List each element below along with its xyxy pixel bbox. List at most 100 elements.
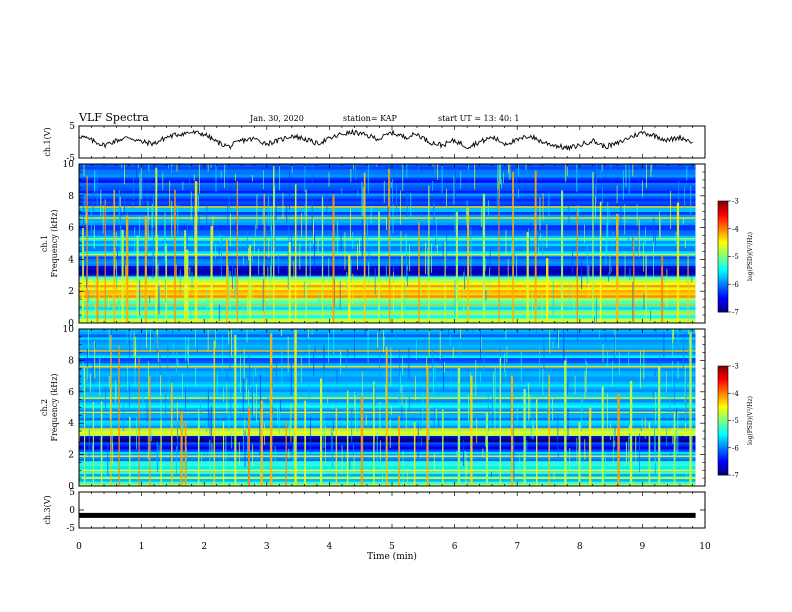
ch2-spectrogram-streak [464,450,466,467]
ch1-spectrogram-streak [374,267,376,295]
ch2-spectrogram-streak [211,405,212,444]
ch1-spectrogram-streak [467,164,469,170]
ch2-spectrogram-ytick-label: 8 [68,356,74,366]
ch1-spectrogram-colorbar-cell [718,208,728,211]
ch1-spectrogram-streak [134,227,136,256]
ch2-spectrogram-streak [147,361,149,397]
ch2-spectrogram-colorbar-cell [718,447,728,450]
ch2-spectrogram-streak [574,375,576,395]
ch1-spectrogram-streak [602,186,603,205]
ch1-spectrogram-line [79,253,696,256]
ch1-spectrogram-streak [546,223,548,248]
ch1-spectrogram-streak [275,199,277,220]
ch1-spectrogram-streak [340,226,342,249]
ch1-spectrogram-streak [388,168,390,207]
ch1-spectrogram-band [79,248,696,252]
ch2-spectrogram-streak [625,441,627,465]
ch2-spectrogram-streak [247,432,248,452]
ch1-spectrogram-streak [235,279,237,300]
ch2-spectrogram-streak [247,389,249,405]
ch2-spectrogram-streak [231,432,233,449]
ch2-spectrogram-impulse [589,407,592,486]
ch1-spectrogram-streak [206,201,208,236]
station-label: station= KAP [343,114,397,123]
ch1-spectrogram-streak [248,247,249,261]
ch1-spectrogram-streak [123,194,125,212]
ch1-spectrogram-streak [164,234,166,261]
ch1-spectrogram-streak [190,191,192,221]
ch2-spectrogram-impulse [648,421,651,486]
ch2-spectrogram-streak [187,354,188,373]
ch1-spectrogram-impulse [125,215,129,323]
ch3-waveform-ylabel: ch.3(V) [43,495,52,524]
ch2-spectrogram-streak [382,464,383,483]
ch2-spectrogram-streak [354,395,356,435]
ch1-spectrogram-streak [220,171,222,178]
ch1-spectrogram-impulse [455,211,458,323]
ch1-spectrogram-band [79,292,696,296]
ch1-spectrogram-streak [353,164,354,170]
ch2-spectrogram-streak [157,329,159,350]
ch2-spectrogram-streak [376,329,378,335]
ch2-spectrogram-streak [198,409,200,421]
ch2-spectrogram-streak [628,437,630,462]
ch2-spectrogram-streak [128,384,130,408]
ch2-spectrogram-streak [433,407,435,427]
ch1-spectrogram-colorbar-cell [718,302,728,305]
ch1-spectrogram-streak [235,220,237,233]
ch2-spectrogram-streak [324,375,326,382]
ch1-spectrogram-streak [252,174,253,182]
ch1-spectrogram-streak [94,179,95,193]
ch2-spectrogram-colorbar-cell [718,435,728,438]
ch2-spectrogram-streak [244,430,246,468]
ch2-spectrogram-streak [94,341,96,379]
ch1-spectrogram-colorbar-cell [718,219,728,222]
ch1-spectrogram-colorbar-cell [718,267,728,270]
ch1-spectrogram-ylabel-channel: ch.1 [40,235,49,252]
ch2-spectrogram-streak [300,356,302,383]
ch1-spectrogram-colorbar-cell [718,223,728,226]
ch2-spectrogram-streak [402,450,404,485]
ch1-spectrogram-streak [148,165,150,177]
ch1-spectrogram-streak [572,250,574,275]
ch2-spectrogram-impulse [184,420,187,486]
ch1-spectrogram-impulse [645,254,647,323]
ch1-spectrogram-streak [464,266,466,290]
ch2-spectrogram-colorbar-cell [718,382,728,385]
ch1-spectrogram-streak [262,279,264,312]
ch2-spectrogram-streak [542,368,544,395]
ch2-spectrogram-streak [399,381,400,403]
ch1-spectrogram-impulse [210,226,213,323]
ch2-spectrogram-streak [439,331,441,360]
ch1-spectrogram-band [79,222,696,226]
ch1-spectrogram-streak [666,268,668,308]
ch1-spectrogram-impulse [332,194,335,323]
ch2-spectrogram-colorbar-cell [718,400,728,403]
figure-title: VLF Spectra [79,111,149,124]
ch2-spectrogram-streak [492,385,494,413]
ch1-spectrogram-streak [632,282,634,322]
ch2-spectrogram-impulse [149,375,151,486]
ch1-spectrogram-streak [638,234,640,265]
ch1-spectrogram-streak [390,181,392,188]
ch2-spectrogram-impulse [304,400,306,486]
ch1-spectrogram-streak [366,219,368,245]
ch2-spectrogram-impulse [285,419,287,486]
ch2-spectrogram-streak [105,386,107,410]
ch1-spectrogram-streak [118,190,120,224]
ch2-spectrogram-streak [676,407,677,422]
ch2-spectrogram-streak [605,452,606,479]
ch1-spectrogram-impulse [273,166,275,323]
ch2-spectrogram-streak [659,355,661,365]
ch2-spectrogram-colorbar-cell [718,398,728,401]
ch1-spectrogram-streak [304,205,305,217]
ch2-spectrogram-streak [385,383,387,401]
ch2-spectrogram-colorbar-cell [718,438,728,441]
ch2-spectrogram-streak [604,332,606,342]
ch1-spectrogram-streak [455,164,457,198]
ch2-spectrogram-streak [483,342,485,377]
ch2-spectrogram-impulse [360,396,364,486]
ch2-spectrogram-streak [168,375,170,404]
ch2-spectrogram-streak [336,370,338,384]
ch1-spectrogram-streak [361,219,363,257]
